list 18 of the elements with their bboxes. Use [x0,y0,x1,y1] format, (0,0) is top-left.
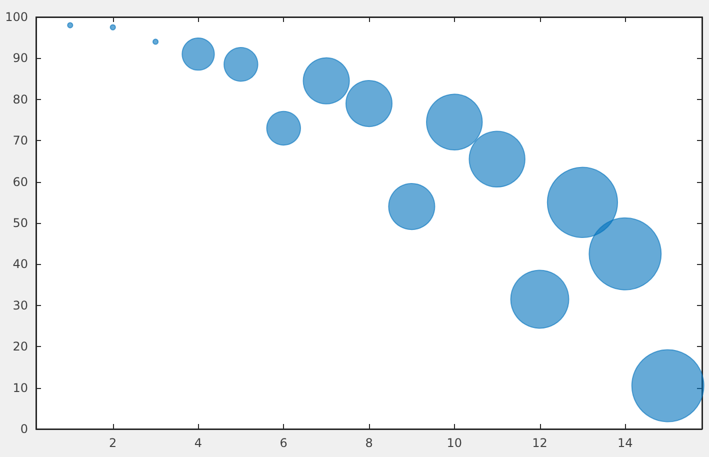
x-tick-label: 8 [365,436,373,450]
y-tick-label: 30 [12,298,28,312]
x-tick-label: 4 [194,436,202,450]
y-tick-label: 10 [12,380,28,395]
x-tick-label: 2 [109,436,117,450]
y-tick-label: 90 [12,51,28,66]
y-tick-label: 80 [12,92,28,106]
y-tick-label: 100 [5,10,28,24]
y-tick-label: 70 [12,134,28,148]
x-tick-label: 10 [446,436,462,450]
y-tick-label: 40 [12,257,28,272]
y-tick-label: 20 [12,340,28,354]
y-tick-label: 0 [20,422,28,436]
y-tick-label: 50 [12,216,28,230]
x-tick-label: 14 [618,436,633,450]
x-tick-label: 6 [280,436,288,450]
x-tick-label: 12 [532,436,548,450]
y-tick-label: 60 [12,174,28,189]
